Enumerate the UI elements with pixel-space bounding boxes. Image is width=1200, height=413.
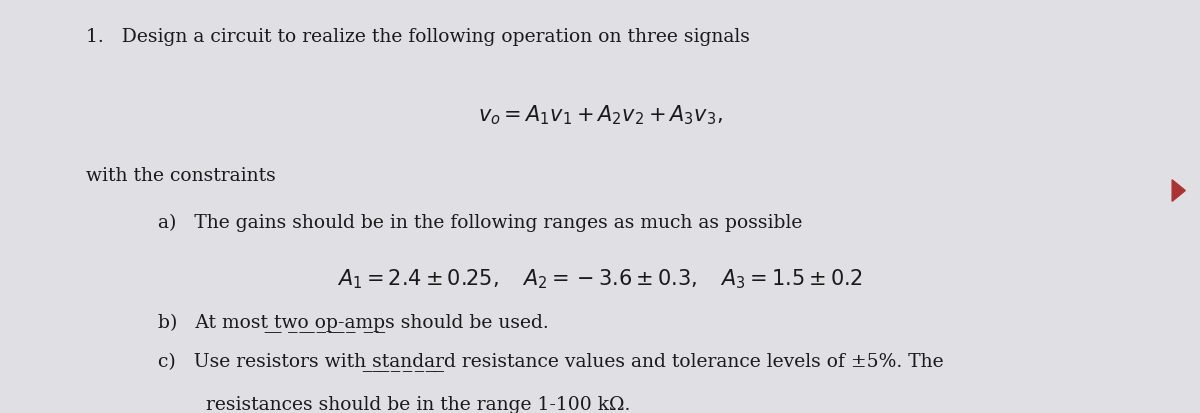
Text: resistances should be in the range 1-100 kΩ.: resistances should be in the range 1-100… xyxy=(158,396,630,413)
Text: 1.   Design a circuit to realize the following operation on three signals: 1. Design a circuit to realize the follo… xyxy=(86,28,750,46)
Text: a)   The gains should be in the following ranges as much as possible: a) The gains should be in the following … xyxy=(158,214,803,232)
Text: $A_1 = 2.4 \pm 0.25, \quad A_2 = -3.6 \pm 0.3, \quad A_3 = 1.5 \pm 0.2$: $A_1 = 2.4 \pm 0.25, \quad A_2 = -3.6 \p… xyxy=(337,268,863,291)
Text: c)   Use resistors with ̲s̲t̲a̲n̲d̲a̲r̲d resistance values and tolerance levels : c) Use resistors with ̲s̲t̲a̲n̲d̲a̲r̲d r… xyxy=(158,353,943,373)
Text: b)   At most ̲t̲w̲o̲ ̲o̲p̲-̲a̲m̲p̲s should be used.: b) At most ̲t̲w̲o̲ ̲o̲p̲-̲a̲m̲p̲s should… xyxy=(158,314,548,333)
Text: with the constraints: with the constraints xyxy=(86,167,276,185)
Polygon shape xyxy=(1172,180,1186,201)
Text: $v_o = A_1v_1 + A_2v_2 + A_3v_3,$: $v_o = A_1v_1 + A_2v_2 + A_3v_3,$ xyxy=(478,103,722,126)
